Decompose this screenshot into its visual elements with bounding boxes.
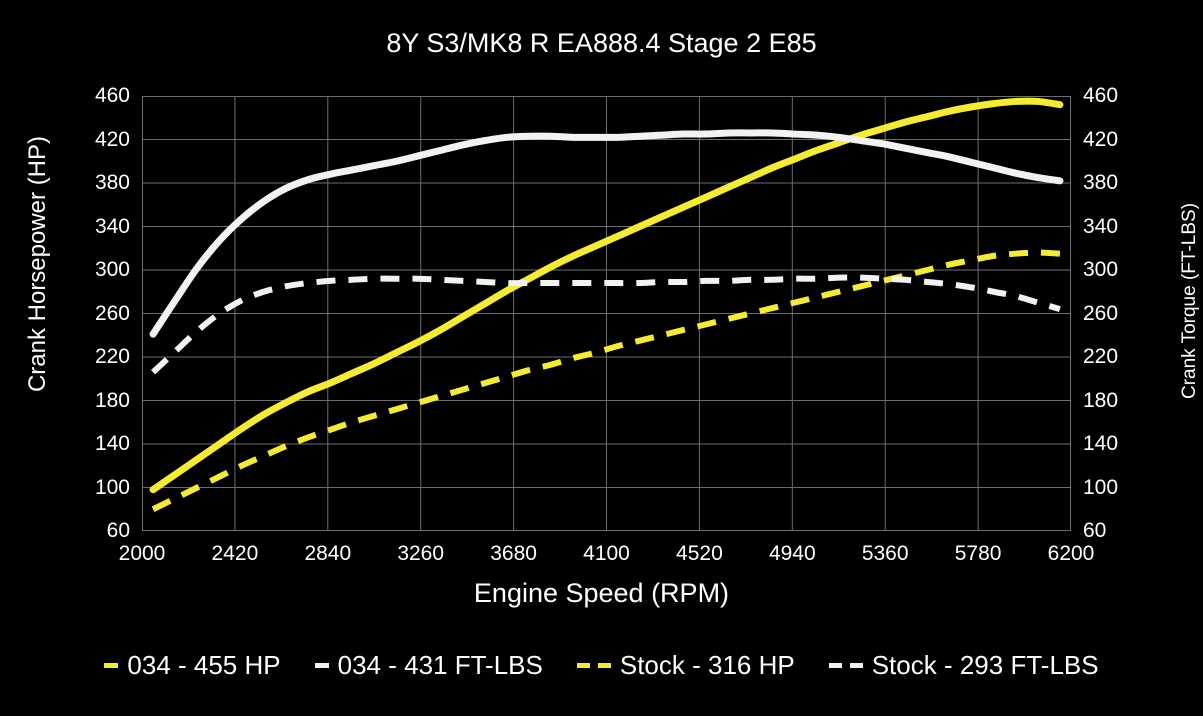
legend-label: Stock - 316 HP: [619, 649, 795, 680]
y-tick-right: 340: [1083, 214, 1119, 238]
y-tick-left: 100: [94, 475, 130, 499]
series-line-0: [149, 97, 1064, 494]
y-tick-left: 300: [94, 258, 130, 281]
y-tick-right: 300: [1083, 258, 1119, 281]
y-tick-left: 180: [94, 388, 130, 412]
y-tick-right: 380: [1083, 171, 1119, 194]
y-tick-left: 460: [94, 84, 130, 107]
x-tick: 6200: [1047, 542, 1095, 565]
legend-item-1[interactable]: 034 - 431 FT-LBS: [314, 649, 543, 681]
y-tick-left: 380: [94, 171, 130, 194]
legend-swatch-icon: [576, 662, 611, 668]
legend-item-0[interactable]: 034 - 455 HP: [104, 649, 281, 681]
y-tick-right: 220: [1083, 345, 1119, 368]
y-tick-right: 60: [1083, 519, 1107, 542]
legend-item-2[interactable]: Stock - 316 HP: [576, 649, 795, 681]
chart-legend: 034 - 455 HP 034 - 431 FT-LBS Stock - 316 …: [0, 642, 1203, 688]
y-tick-left: 340: [94, 214, 130, 238]
y-tick-left: 420: [94, 127, 130, 151]
x-tick: 2000: [118, 542, 166, 565]
x-tick: 3260: [397, 542, 445, 565]
x-tick: 5780: [954, 542, 1002, 565]
legend-label: 034 - 455 HP: [127, 649, 281, 680]
series-line-3: [151, 274, 1061, 375]
page-title: 8Y S3/MK8 R EA888.4 Stage 2 E85: [386, 28, 817, 58]
x-tick: 2420: [211, 542, 259, 565]
plot-border: [142, 96, 1071, 531]
y-tick-right: 140: [1083, 432, 1119, 455]
legend-swatch-icon: [828, 662, 863, 668]
legend-item-3[interactable]: Stock - 293 FT-LBS: [828, 649, 1099, 681]
x-tick: 3680: [490, 542, 537, 565]
y-tick-right: 460: [1083, 84, 1119, 107]
y-axis-right-label: Crank Torque (FT-LBS): [1179, 202, 1200, 400]
gridlines: [142, 96, 1071, 531]
plot-svg: [142, 96, 1071, 531]
y-tick-left: 260: [94, 301, 130, 325]
x-tick: 4940: [768, 542, 816, 565]
x-axis-label: Engine Speed (RPM): [473, 578, 730, 608]
legend-label: Stock - 293 FT-LBS: [871, 649, 1099, 680]
x-tick: 4100: [583, 542, 630, 565]
y-tick-right: 100: [1083, 475, 1119, 499]
legend-swatch-icon: [104, 662, 119, 668]
y-tick-right: 420: [1083, 127, 1119, 151]
y-tick-left: 60: [106, 519, 130, 542]
y-tick-right: 180: [1083, 388, 1119, 412]
y-tick-right: 260: [1083, 301, 1119, 325]
x-tick: 4520: [676, 542, 723, 565]
y-tick-left: 220: [94, 345, 130, 368]
plot-area: [142, 96, 1071, 531]
series-line-2: [151, 249, 1061, 512]
data-curves: [149, 97, 1064, 512]
series-line-1: [149, 129, 1064, 338]
legend-swatch-icon: [314, 662, 329, 668]
y-tick-left: 140: [94, 432, 130, 455]
legend-label: 034 - 431 FT-LBS: [337, 649, 543, 680]
x-tick: 5360: [861, 542, 909, 565]
x-tick: 2840: [304, 542, 352, 565]
